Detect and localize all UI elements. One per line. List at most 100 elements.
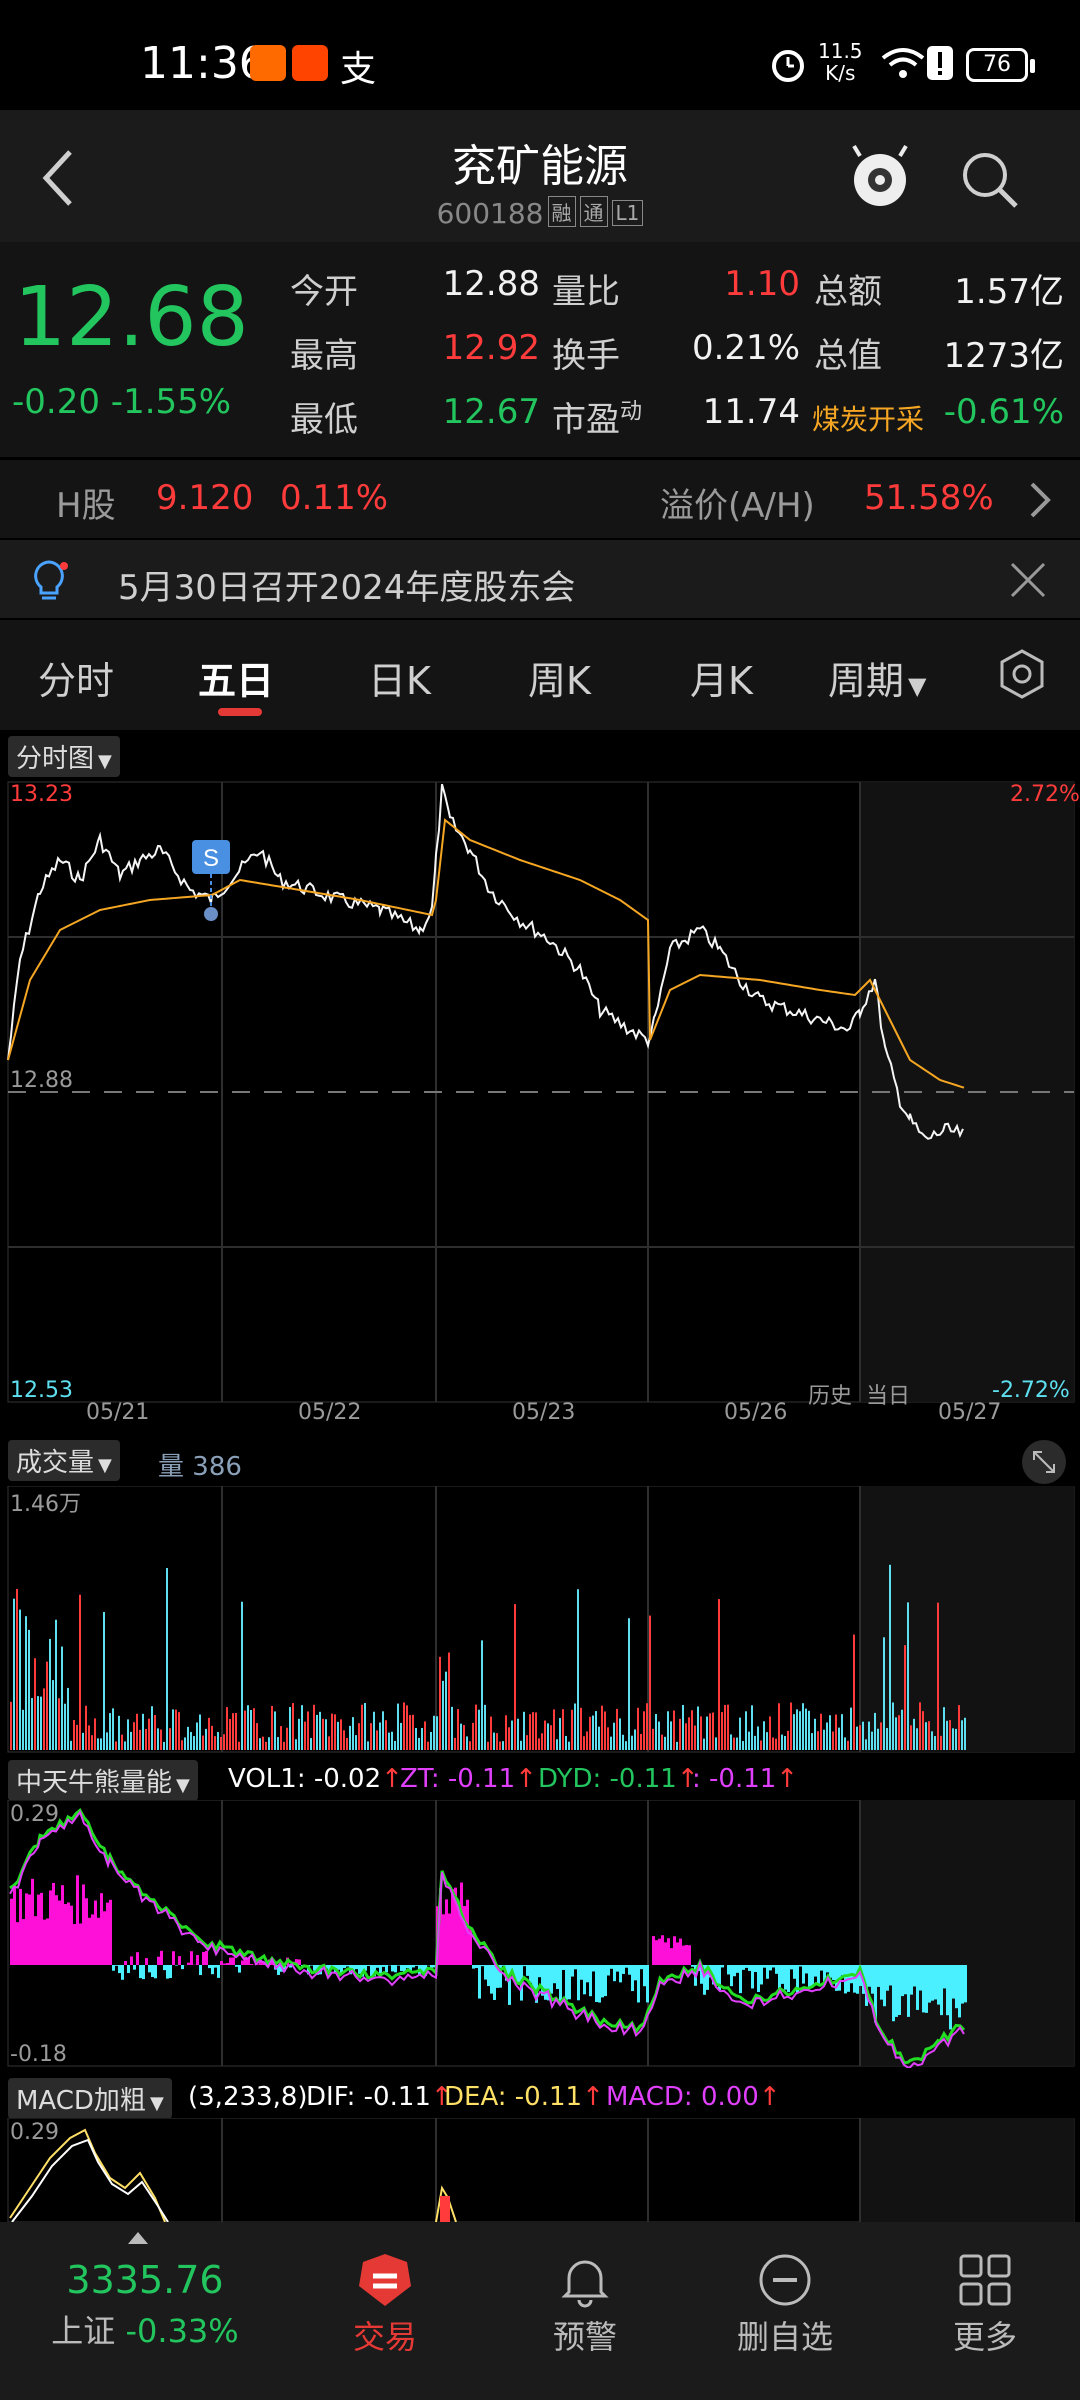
pct-min-label: -2.72% — [992, 1378, 1070, 1403]
index-expand-arrow-icon[interactable] — [128, 2232, 148, 2244]
stock-code: 600188 — [436, 197, 544, 230]
tab-weekly-k[interactable]: 周K — [528, 659, 591, 703]
price-chart: S — [7, 781, 1075, 1403]
macd-readout: MACD: 0.00↑ — [606, 2082, 781, 2112]
vol1-readout: VOL1: -0.02↑ — [228, 1764, 403, 1794]
extra-readout: : -0.11↑ — [692, 1764, 799, 1794]
quote-panel: 12.68 -0.20 -1.55% 今开 12.88 量比 1.10 总额 1… — [0, 242, 1080, 457]
grid-icon — [959, 2254, 1011, 2306]
minus-circle-icon — [759, 2254, 811, 2306]
index-ticker[interactable]: 3335.76 上证 -0.33% — [20, 2222, 270, 2400]
turnover-rate-label: 换手 — [552, 336, 620, 376]
chart-type-selector[interactable]: 分时图 ▼ — [8, 736, 120, 777]
settings-icon[interactable] — [996, 648, 1048, 700]
robot-assistant-icon[interactable] — [846, 140, 914, 212]
volume-max-label: 1.46万 — [10, 1492, 81, 1517]
market-cap-value: 1273亿 — [943, 336, 1064, 376]
battery-icon: 76 — [966, 48, 1035, 82]
index-line: 上证 -0.33% — [51, 2312, 239, 2350]
change-value: -0.20 — [12, 382, 100, 422]
volume-selector[interactable]: 成交量 ▼ — [8, 1440, 120, 1481]
alipay-icon: 支 — [340, 49, 377, 90]
price-change: -0.20 -1.55% — [12, 382, 231, 422]
wifi-icon — [881, 48, 925, 78]
volume-ratio-value: 1.10 — [724, 264, 800, 304]
high-value: 12.92 — [442, 328, 540, 368]
search-icon[interactable] — [958, 148, 1022, 212]
indicator1-selector[interactable]: 中天牛熊量能 ▼ — [8, 1760, 198, 1801]
y-min-label: 12.53 — [10, 1378, 73, 1403]
nav-trade-label: 交易 — [352, 2318, 417, 2356]
network-speed: 11.5 K/s — [818, 39, 863, 85]
taobao-icon — [292, 45, 328, 81]
app-notification-icon — [250, 45, 286, 81]
current-price: 12.68 — [14, 270, 249, 365]
close-icon[interactable] — [1010, 562, 1046, 598]
dea-readout: DEA: -0.11↑ — [444, 2082, 604, 2112]
date-label: 05/23 — [512, 1400, 576, 1425]
tab-five-day[interactable]: 五日 — [198, 659, 275, 703]
pct-max-label: 2.72% — [1010, 782, 1080, 807]
tab-monthly-k[interactable]: 月K — [690, 659, 753, 703]
date-label: 05/22 — [298, 1400, 362, 1425]
sell-marker[interactable]: S — [192, 840, 230, 921]
notice-text: 5月30日召开2024年度股东会 — [118, 568, 576, 608]
price-line — [7, 783, 964, 1140]
tab-intraday[interactable]: 分时 — [38, 659, 115, 703]
indicator2-chart — [7, 2118, 1075, 2222]
stock-name: 兖矿能源 — [452, 141, 628, 192]
industry-change: -0.61% — [943, 392, 1064, 432]
alarm-icon — [772, 50, 804, 82]
date-label: 05/27 — [938, 1400, 1002, 1425]
nav-more[interactable]: 更多 — [890, 2222, 1080, 2400]
indicator2-selector[interactable]: MACD加粗 ▼ — [8, 2078, 172, 2119]
change-percent: -1.55% — [110, 382, 232, 422]
nav-trade[interactable]: 交易 — [290, 2222, 480, 2400]
nav-remove-watchlist[interactable]: 删自选 — [690, 2222, 880, 2400]
date-label: 05/26 — [724, 1400, 788, 1425]
tag-margin: 融 — [547, 196, 576, 227]
pe-label: 市盈动 — [552, 399, 643, 440]
stock-code-line: 600188 融通 L1 — [0, 196, 1080, 230]
macd-params: (3,233,8) — [188, 2082, 308, 2112]
indicator1-chart — [7, 1800, 1075, 2068]
trade-icon — [359, 2254, 411, 2306]
index-value: 3335.76 — [66, 2258, 224, 2302]
chevron-right-icon — [1030, 482, 1051, 518]
chart-tabs: 分时 五日 日K 周K 月K 周期 ▼ — [0, 620, 1080, 730]
premium-label: 溢价(A/H) — [660, 486, 815, 526]
indicator1-min: -0.18 — [10, 2042, 67, 2067]
indicator1-max: 0.29 — [10, 1802, 59, 1827]
average-price-line — [7, 818, 965, 1089]
notice-bar[interactable]: 5月30日召开2024年度股东会 — [0, 540, 1080, 618]
tab-daily-k[interactable]: 日K — [368, 659, 431, 703]
low-value: 12.67 — [442, 392, 540, 432]
nav-alert-label: 预警 — [552, 2318, 617, 2356]
tab-period[interactable]: 周期 ▼ — [828, 659, 927, 703]
premium-value: 51.58% — [864, 478, 994, 518]
bell-icon — [561, 2260, 609, 2308]
turnover-amount-value: 1.57亿 — [954, 272, 1064, 312]
today-label[interactable]: 当日 — [866, 1384, 911, 1409]
turnover-rate-value: 0.21% — [691, 328, 800, 368]
history-label[interactable]: 历史 — [808, 1384, 853, 1409]
svg-text:S: S — [203, 845, 219, 872]
volume-chart — [7, 1486, 1075, 1753]
dif-readout: DIF: -0.11↑ — [306, 2082, 453, 2112]
industry-label[interactable]: 煤炭开采 — [812, 403, 925, 436]
expand-icon[interactable] — [1020, 1438, 1068, 1486]
h-share-row[interactable]: H股 9.120 0.11% 溢价(A/H) 51.58% — [0, 460, 1080, 538]
low-label: 最低 — [290, 400, 358, 440]
alert-icon — [927, 46, 953, 80]
dyd-readout: DYD: -0.11↑ — [538, 1764, 699, 1794]
active-tab-indicator — [218, 708, 262, 716]
nav-remove-label: 删自选 — [736, 2318, 833, 2356]
h-share-label: H股 — [56, 486, 116, 526]
tag-connect: 通 — [579, 196, 608, 227]
high-label: 最高 — [290, 336, 358, 376]
indicator1-header: 中天牛熊量能 ▼ VOL1: -0.02↑ ZT: -0.11↑ DYD: -0.… — [0, 1756, 1080, 1801]
market-cap-label: 总值 — [814, 336, 882, 376]
nav-alert[interactable]: 预警 — [490, 2222, 680, 2400]
h-share-price: 9.120 — [156, 478, 254, 518]
back-arrow-icon[interactable] — [38, 148, 78, 208]
